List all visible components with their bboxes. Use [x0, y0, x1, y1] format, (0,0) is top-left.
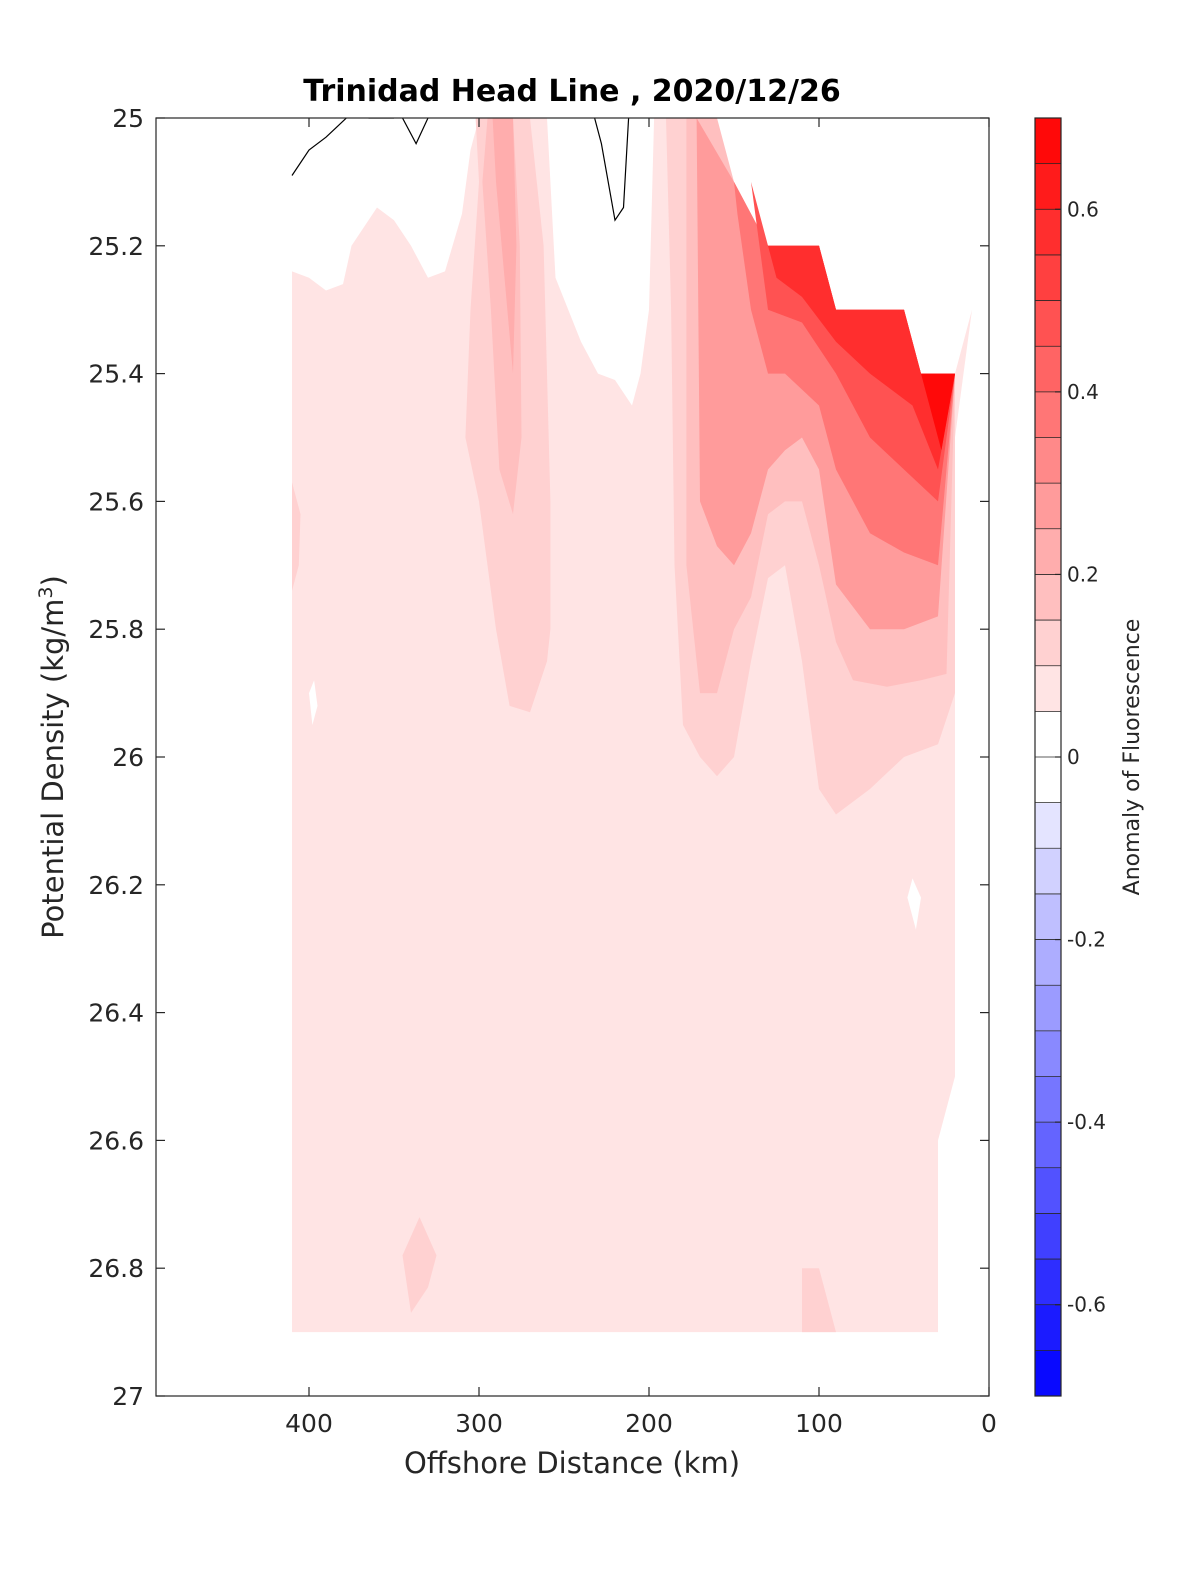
- y-tick-label: 25: [112, 104, 144, 133]
- contour-region-patch-330: [402, 1217, 437, 1313]
- colorbar-tick-label: -0.4: [1067, 1110, 1106, 1134]
- x-tick-label: 200: [625, 1409, 673, 1438]
- colorbar-level: [1035, 848, 1061, 895]
- y-tick-label: 27: [112, 1382, 144, 1411]
- colorbar-level: [1035, 802, 1061, 849]
- colorbar-level: [1035, 1259, 1061, 1306]
- x-tick-label: 400: [285, 1409, 333, 1438]
- colorbar-level: [1035, 1213, 1061, 1260]
- colorbar-level: [1035, 437, 1061, 484]
- y-tick-label: 25.8: [88, 615, 144, 644]
- y-tick-label: 26.6: [88, 1126, 144, 1155]
- colorbar-level: [1035, 118, 1061, 165]
- colorbar-level: [1035, 1122, 1061, 1169]
- x-axis-title: Offshore Distance (km): [404, 1446, 740, 1480]
- colorbar-tick-label: 0.6: [1067, 197, 1099, 221]
- x-axis: 400 300 200 100 0: [285, 118, 997, 1438]
- colorbar-level: [1035, 163, 1061, 210]
- zero-contour-line-3: [594, 118, 630, 222]
- colorbar-tick-label: 0.4: [1067, 380, 1099, 404]
- colorbar-level: [1035, 574, 1061, 621]
- colorbar-level: [1035, 711, 1061, 758]
- x-tick-label: 100: [795, 1409, 843, 1438]
- contour-region-patch-410: [292, 482, 301, 591]
- colorbar-level: [1035, 1030, 1061, 1077]
- zero-contour-line-0: [291, 118, 347, 176]
- y-tick-label: 26.4: [88, 999, 144, 1028]
- x-tick-label: 0: [981, 1409, 997, 1438]
- y-axis-title-sup: 3: [35, 586, 57, 598]
- contour-region-band-300-c: [492, 118, 517, 374]
- colorbar-tick-label: -0.2: [1067, 928, 1106, 952]
- y-axis-title-end: ): [36, 575, 70, 586]
- y-tick-label: 26.8: [88, 1254, 144, 1283]
- colorbar-level: [1035, 209, 1061, 256]
- colorbar-level: [1035, 757, 1061, 804]
- x-tick-label: 300: [455, 1409, 503, 1438]
- contour-region-coastal-bloom-7: [921, 373, 955, 451]
- chart-title: Trinidad Head Line , 2020/12/26: [303, 74, 840, 109]
- colorbar-level: [1035, 391, 1061, 438]
- colorbar-level: [1035, 893, 1061, 941]
- colorbar-level: [1035, 939, 1061, 986]
- colorbar-title: Anomaly of Fluorescence: [1120, 619, 1145, 896]
- colorbar-tick-label: 0.2: [1067, 562, 1099, 586]
- colorbar-level: [1035, 483, 1061, 530]
- contour-region-patch-80: [802, 1268, 836, 1333]
- colorbar-level: [1035, 985, 1061, 1032]
- zero-contour-line-2: [401, 118, 429, 145]
- colorbar-level: [1035, 1167, 1061, 1214]
- y-axis-title-main: Potential Density (kg/m: [36, 599, 70, 939]
- y-axis-title: Potential Density (kg/m3): [35, 575, 70, 939]
- y-tick-label: 25.2: [88, 232, 144, 261]
- y-tick-label: 26: [112, 743, 144, 772]
- colorbar-level: [1035, 620, 1061, 667]
- y-tick-label: 26.2: [88, 871, 144, 900]
- colorbar-level: [1035, 1350, 1061, 1397]
- colorbar: -0.6 -0.4 -0.2 0 0.2 0.4 0.6: [1034, 117, 1106, 1397]
- plot-area: [155, 117, 990, 1397]
- colorbar-level: [1035, 254, 1061, 302]
- contour-region-coastal-bloom-6: [768, 245, 955, 470]
- y-tick-label: 25.4: [88, 360, 144, 389]
- contour-hole-0: [309, 680, 318, 725]
- colorbar-level: [1035, 665, 1061, 712]
- colorbar-level: [1035, 346, 1061, 393]
- colorbar-level: [1035, 1304, 1061, 1351]
- colorbar-tick-label: 0: [1067, 745, 1080, 769]
- colorbar-tick-label: -0.6: [1067, 1293, 1106, 1317]
- y-tick-label: 25.6: [88, 487, 144, 516]
- colorbar-level: [1035, 528, 1061, 575]
- contour-hole-1: [907, 878, 921, 930]
- colorbar-level: [1035, 1076, 1061, 1123]
- colorbar-level: [1035, 300, 1061, 347]
- y-axis: 25 25.2 25.4 25.6 25.8 26 26.2 26.4 26.6 26.8 27: [88, 104, 989, 1411]
